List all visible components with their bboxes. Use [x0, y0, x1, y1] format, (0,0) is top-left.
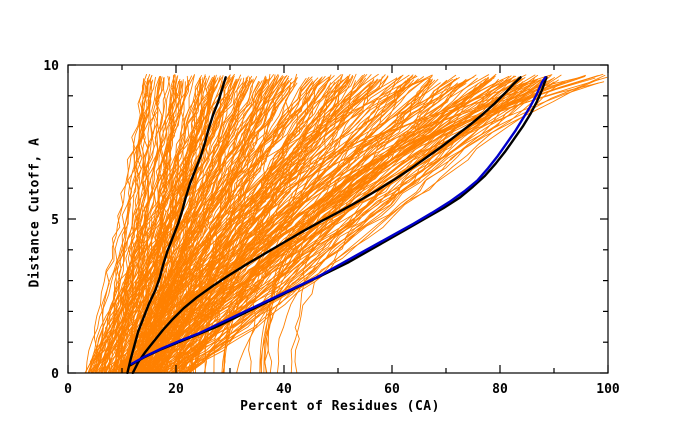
- ensemble-curves-group: [84, 73, 608, 374]
- x-tick-label: 20: [168, 382, 184, 397]
- ensemble-curve: [144, 81, 320, 374]
- ensemble-curve: [94, 81, 181, 374]
- ensemble-curve: [236, 73, 497, 374]
- ensemble-curve: [204, 77, 397, 374]
- ensemble-curve: [126, 81, 288, 374]
- axes-group: 0 20 40 60 80 100 0 5 10: [43, 59, 620, 397]
- ensemble-curve: [95, 80, 153, 374]
- x-tick-label: 60: [384, 382, 400, 397]
- ensemble-curve: [112, 79, 214, 374]
- mask-left: [0, 0, 68, 440]
- ensemble-curve: [124, 81, 261, 374]
- x-axis-label: Percent of Residues (CA): [240, 399, 440, 414]
- ensemble-curve: [146, 81, 566, 374]
- mask-right: [609, 0, 680, 440]
- ensemble-curve: [124, 75, 326, 374]
- ensemble-curve: [155, 79, 381, 374]
- ensemble-curve: [136, 79, 340, 374]
- ensemble-curve: [115, 78, 293, 374]
- ensemble-curve: [94, 74, 231, 374]
- ensemble-curve: [168, 78, 321, 374]
- x-tick-label: 0: [64, 382, 72, 397]
- ensemble-curve: [188, 80, 350, 374]
- ensemble-curve: [185, 78, 457, 374]
- ensemble-curve: [132, 76, 413, 374]
- ensemble-curve: [101, 79, 190, 374]
- ensemble-curve: [117, 74, 417, 374]
- ensemble-curve: [169, 74, 562, 374]
- ensemble-curve: [294, 76, 608, 374]
- ensemble-curve: [116, 76, 330, 374]
- x-tick-label: 100: [596, 382, 620, 397]
- ensemble-curve: [126, 82, 414, 374]
- ensemble-curve: [129, 76, 432, 374]
- ensemble-curve: [159, 76, 354, 374]
- ensemble-curve: [175, 80, 549, 374]
- mask-bottom: [0, 374, 680, 440]
- ensemble-curve: [109, 74, 274, 374]
- series-black-reference-mid: [131, 76, 522, 375]
- ensemble-curve: [195, 74, 433, 374]
- ensemble-curve: [126, 81, 163, 374]
- ensemble-curve: [264, 75, 586, 374]
- series-black-reference-right: [128, 76, 548, 367]
- ensemble-curve: [148, 79, 468, 374]
- ensemble-curve: [100, 80, 253, 374]
- series-highlighted-model-blue: [130, 76, 547, 365]
- x-tick-label: 40: [276, 382, 292, 397]
- ensemble-curve: [290, 78, 600, 374]
- ensemble-curve: [126, 80, 314, 374]
- ensemble-curve: [163, 82, 319, 374]
- ensemble-curve: [276, 74, 606, 374]
- ensemble-curve: [116, 74, 477, 374]
- ensemble-curve: [136, 77, 495, 374]
- ensemble-curve: [263, 82, 432, 374]
- y-tick-label: 5: [51, 213, 59, 228]
- series-black-reference-left: [126, 76, 227, 375]
- mask-top: [0, 0, 680, 65]
- ensemble-curve: [160, 78, 431, 374]
- ensemble-curve: [119, 79, 344, 374]
- ensemble-curve: [93, 80, 146, 374]
- ensemble-curve: [223, 78, 426, 374]
- y-axis-label: Distance Cutoff, A: [27, 137, 43, 288]
- ensemble-curve: [101, 75, 179, 374]
- ensemble-curve: [145, 81, 499, 374]
- highlight-curves-group: [126, 76, 548, 375]
- y-tick-label: 0: [51, 367, 59, 382]
- x-tick-label: 80: [492, 382, 508, 397]
- ensemble-curve: [111, 79, 240, 374]
- y-tick-label: 10: [43, 59, 59, 74]
- ensemble-curve: [123, 74, 242, 374]
- ensemble-curve: [101, 80, 190, 374]
- ensemble-curve: [112, 77, 219, 374]
- ensemble-curve: [223, 75, 510, 374]
- ensemble-curve: [186, 78, 375, 374]
- ensemble-curve: [259, 79, 539, 374]
- ensemble-curve: [118, 79, 161, 374]
- ensemble-curve: [155, 74, 553, 374]
